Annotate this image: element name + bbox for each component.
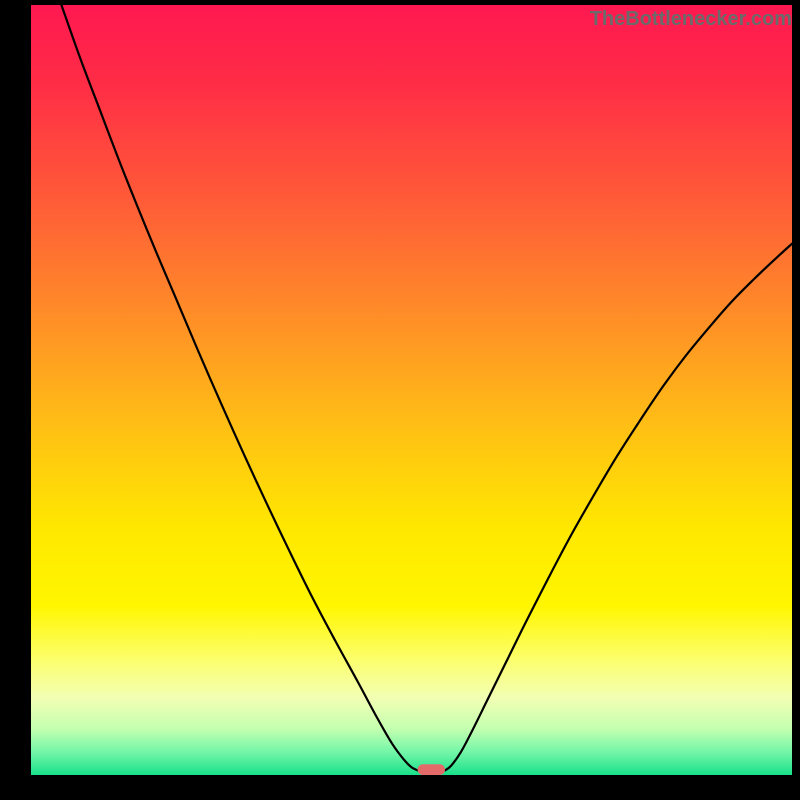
curve-right-branch	[445, 244, 792, 771]
chart-container: TheBottlenecker.com	[0, 0, 800, 800]
optimal-marker	[418, 764, 445, 775]
watermark-text: TheBottlenecker.com	[590, 8, 792, 31]
curve-left-branch	[61, 5, 417, 770]
chart-svg	[0, 0, 800, 800]
